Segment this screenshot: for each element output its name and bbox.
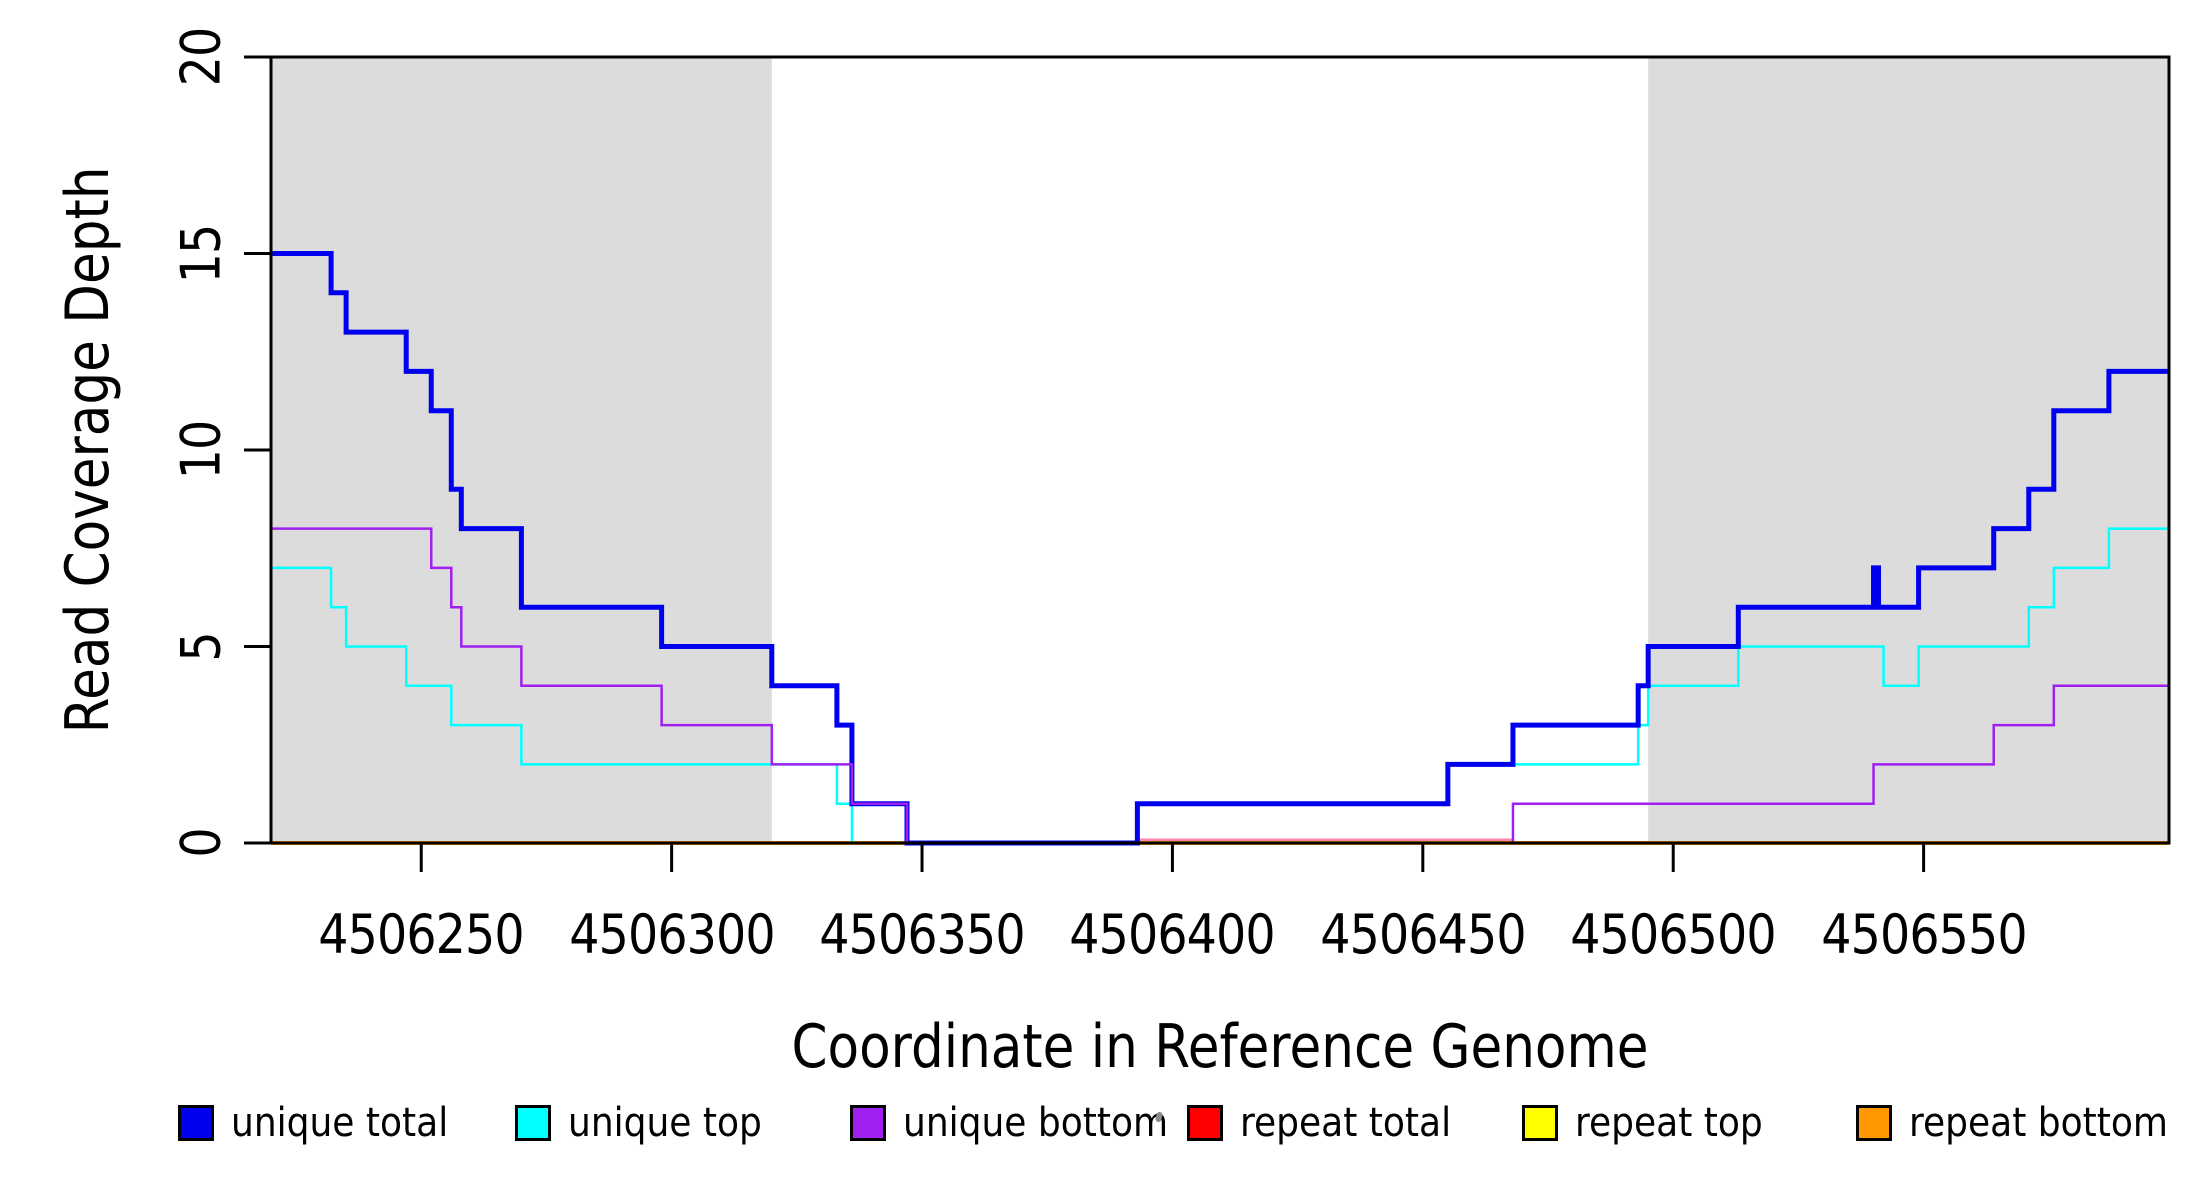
legend-swatch-unique-total [178,1105,214,1141]
x-tick-label-4506500: 4506500 [1570,903,1776,966]
legend-item-unique-bottom: unique bottom [850,1100,1198,1146]
legend-label-unique-top: unique top [568,1100,762,1146]
legend-label-repeat-total: repeat total [1240,1100,1452,1146]
legend-label-repeat-bottom: repeat bottom [1909,1100,2168,1146]
y-axis-title: Read Coverage Depth [53,120,123,779]
x-tick-label-4506400: 4506400 [1069,903,1276,966]
shaded-region-left [271,57,772,843]
legend-swatch-unique-bottom [850,1105,886,1141]
legend-swatch-repeat-bottom [1856,1105,1892,1141]
y-tick-label-5: 5 [169,631,233,662]
legend-item-unique-top: unique top [515,1100,783,1146]
x-tick-label-4506550: 4506550 [1820,903,2027,966]
y-tick-label-10: 10 [169,420,233,480]
x-tick-label-4506450: 4506450 [1320,903,1526,966]
y-tick-label-15: 15 [169,224,233,283]
legend-swatch-repeat-top [1522,1105,1558,1141]
y-tick-label-0: 0 [169,828,233,858]
legend-swatch-unique-top [515,1105,551,1141]
x-axis-title: Coordinate in Reference Genome [722,1012,1718,1082]
series-unique-total [271,251,2169,846]
x-axis-title-text: Coordinate in Reference Genome [791,1012,1649,1082]
legend-swatch-repeat-total [1187,1105,1223,1141]
legend-label-unique-bottom: unique bottom [903,1100,1169,1146]
x-tick-label-4506300: 4506300 [568,903,775,966]
x-tick-label-4506350: 4506350 [819,903,1025,966]
series-unique-bottom [271,527,2169,845]
legend-item-unique-total: unique total [178,1100,472,1146]
y-tick-label-20: 20 [169,27,233,87]
x-tick-label-4506250: 4506250 [318,903,524,966]
plot-box-border [269,55,2171,845]
legend-label-repeat-top: repeat top [1575,1100,1763,1146]
y-axis-title-text: Read Coverage Depth [53,166,123,734]
legend-item-repeat-total: repeat total [1187,1100,1475,1146]
legend-item-repeat-bottom: repeat bottom [1856,1100,2197,1146]
shaded-region-right [1648,57,2169,843]
legend-item-repeat-top: repeat top [1522,1100,1784,1146]
legend-label-unique-total: unique total [231,1100,449,1146]
